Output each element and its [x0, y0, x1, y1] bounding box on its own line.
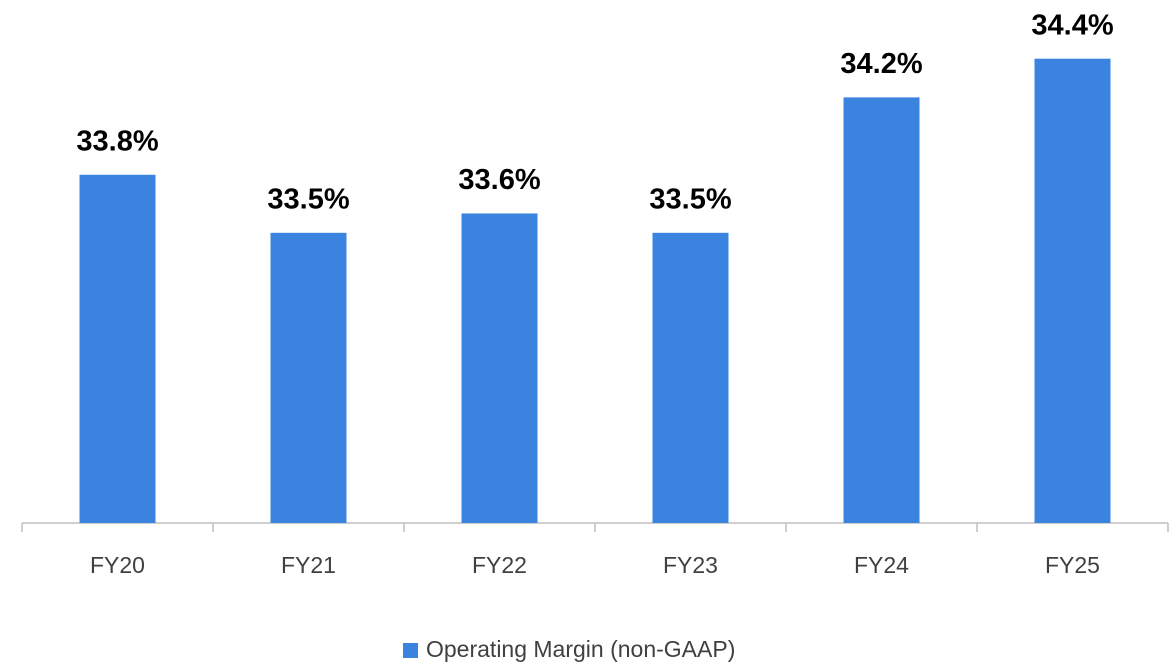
data-label: 34.4%	[1031, 9, 1113, 41]
x-tick-label: FY20	[90, 552, 145, 578]
bar	[79, 174, 156, 523]
x-tick-label: FY25	[1045, 552, 1100, 578]
x-tick-label: FY23	[663, 552, 718, 578]
legend-swatch	[403, 643, 418, 658]
bar	[1034, 58, 1111, 523]
legend-label: Operating Margin (non-GAAP)	[426, 636, 735, 662]
bar	[461, 213, 538, 523]
x-tick-label: FY21	[281, 552, 336, 578]
bar	[843, 97, 920, 523]
data-label: 33.6%	[458, 164, 540, 196]
data-label: 34.2%	[840, 48, 922, 80]
data-label: 33.5%	[267, 183, 349, 215]
x-tick-label: FY24	[854, 552, 909, 578]
bar	[270, 232, 347, 524]
data-label: 33.8%	[76, 125, 158, 157]
data-label: 33.5%	[649, 183, 731, 215]
x-tick-label: FY22	[472, 552, 527, 578]
bar	[652, 232, 729, 524]
